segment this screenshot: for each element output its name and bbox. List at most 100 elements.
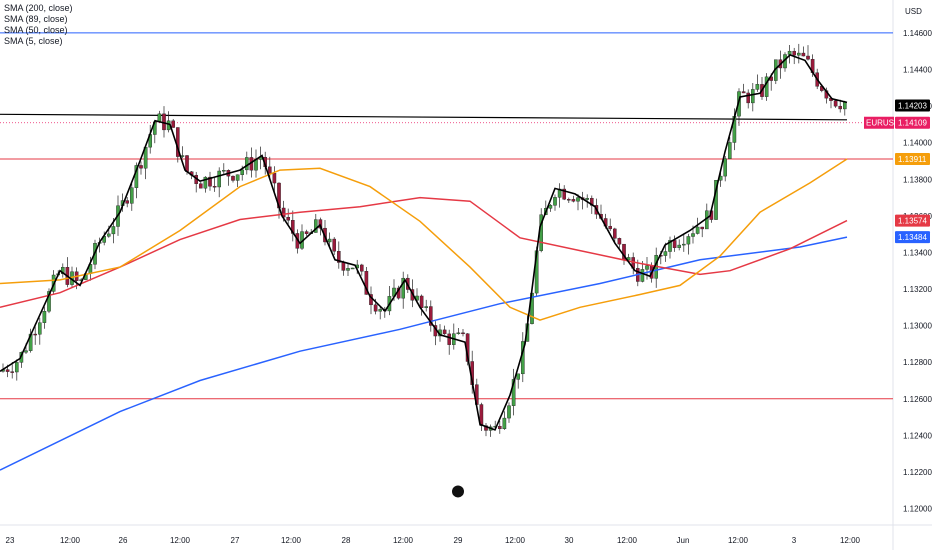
swing-low-marker <box>452 485 464 498</box>
candle-body <box>672 240 677 248</box>
candle-body <box>314 219 318 233</box>
candle-body <box>502 417 507 430</box>
candle-body <box>157 113 162 123</box>
candle-body <box>350 267 355 270</box>
legend-item-sma5[interactable]: SMA (5, close) <box>4 36 63 46</box>
resistance-trendline <box>0 113 848 121</box>
candle-body <box>360 264 364 272</box>
indicator-legend: SMA (200, close) SMA (89, close) SMA (50… <box>4 3 73 47</box>
candle-body <box>217 170 222 188</box>
price-tick-label: 1.13400 <box>903 248 932 257</box>
candle-body <box>797 52 801 56</box>
time-tick-label: 12:00 <box>170 536 191 545</box>
time-tick-label: 12:00 <box>393 536 414 545</box>
price-badge-3: 1.13574 <box>895 214 930 227</box>
candle-body <box>203 176 208 189</box>
candle-body <box>240 169 245 175</box>
candle-body <box>456 332 461 335</box>
candle-body <box>286 216 291 221</box>
price-tick-label: 1.12200 <box>903 468 932 477</box>
candle-body <box>746 92 750 104</box>
legend-item-sma89[interactable]: SMA (89, close) <box>4 14 68 24</box>
candle-body <box>792 50 796 56</box>
price-badge-label: 1.13574 <box>898 217 927 226</box>
candle-body <box>461 332 465 335</box>
candle-body <box>327 238 332 243</box>
time-tick-label: 3 <box>792 536 797 545</box>
candle-body <box>106 233 111 237</box>
candle-body <box>212 186 217 188</box>
candle-body <box>346 268 350 271</box>
candle-body <box>548 205 553 209</box>
legend-item-sma200[interactable]: SMA (200, close) <box>4 3 73 13</box>
candle-body <box>272 173 277 184</box>
candle-body <box>838 105 842 110</box>
sma50-line <box>0 158 848 321</box>
candle-body <box>723 158 727 177</box>
candle-body <box>728 142 732 159</box>
time-tick-label: Jun <box>677 536 690 545</box>
candle-body <box>364 271 369 295</box>
candle-body <box>235 174 240 181</box>
time-tick-label: 28 <box>342 536 351 545</box>
candle-body <box>700 226 704 230</box>
time-tick-label: 26 <box>119 536 128 545</box>
time-axis: 23 12:00 26 12:00 27 12:00 28 12:00 29 12:00 30 12:… <box>6 536 861 545</box>
candle-body <box>14 362 19 373</box>
sma200-line <box>0 236 848 471</box>
symbol-badge-label: EURUSD <box>866 119 900 128</box>
candle-body <box>304 231 309 234</box>
candle-body <box>498 425 502 430</box>
price-badge-2: 1.13911 <box>895 152 930 165</box>
price-tick-label: 1.12600 <box>903 395 932 404</box>
candle-body <box>585 198 589 200</box>
symbol-badge-bg <box>864 116 894 129</box>
candle-body <box>741 91 746 94</box>
price-badge-label: 1.13911 <box>898 155 927 164</box>
candle-body <box>221 170 226 172</box>
candle-body <box>447 333 452 345</box>
time-tick-label: 27 <box>231 536 240 545</box>
time-tick-label: 12:00 <box>728 536 749 545</box>
candle-body <box>424 306 429 308</box>
price-tick-label: 1.13200 <box>903 285 932 294</box>
candle-body <box>562 188 566 200</box>
price-badge-bg <box>895 116 930 129</box>
candle-body <box>553 197 557 206</box>
candle-body <box>337 251 341 263</box>
time-tick-label: 12:00 <box>505 536 526 545</box>
sma5-line <box>0 53 848 431</box>
candle-body <box>507 405 511 419</box>
candle-body <box>231 175 235 181</box>
candle-body <box>185 155 189 172</box>
candle-body <box>111 226 116 235</box>
price-tick-label: 1.12000 <box>903 505 932 514</box>
candle-body <box>341 262 346 271</box>
candle-body <box>511 379 516 406</box>
currency-label: USD <box>905 7 922 16</box>
candle-body <box>801 52 806 57</box>
price-tick-label: 1.14000 <box>903 139 932 148</box>
candle-body <box>686 236 691 245</box>
candle-body <box>663 251 668 256</box>
price-tick-label: 1.14400 <box>903 66 932 75</box>
time-tick-label: 12:00 <box>281 536 302 545</box>
time-tick-label: 23 <box>6 536 15 545</box>
candle-body <box>198 183 203 189</box>
candle-body <box>139 165 143 169</box>
candle-body <box>567 199 571 201</box>
candle-body <box>640 269 645 282</box>
legend-item-sma50[interactable]: SMA (50, close) <box>4 25 68 35</box>
candle-body <box>787 50 792 55</box>
price-badge-label: 1.14109 <box>898 119 927 128</box>
time-tick-label: 12:00 <box>617 536 638 545</box>
candle-body <box>244 157 249 171</box>
candle-body <box>378 309 383 312</box>
candle-body <box>10 371 15 373</box>
candle-body <box>806 55 810 60</box>
price-badge-bg <box>895 152 930 165</box>
candle-body <box>516 373 520 380</box>
